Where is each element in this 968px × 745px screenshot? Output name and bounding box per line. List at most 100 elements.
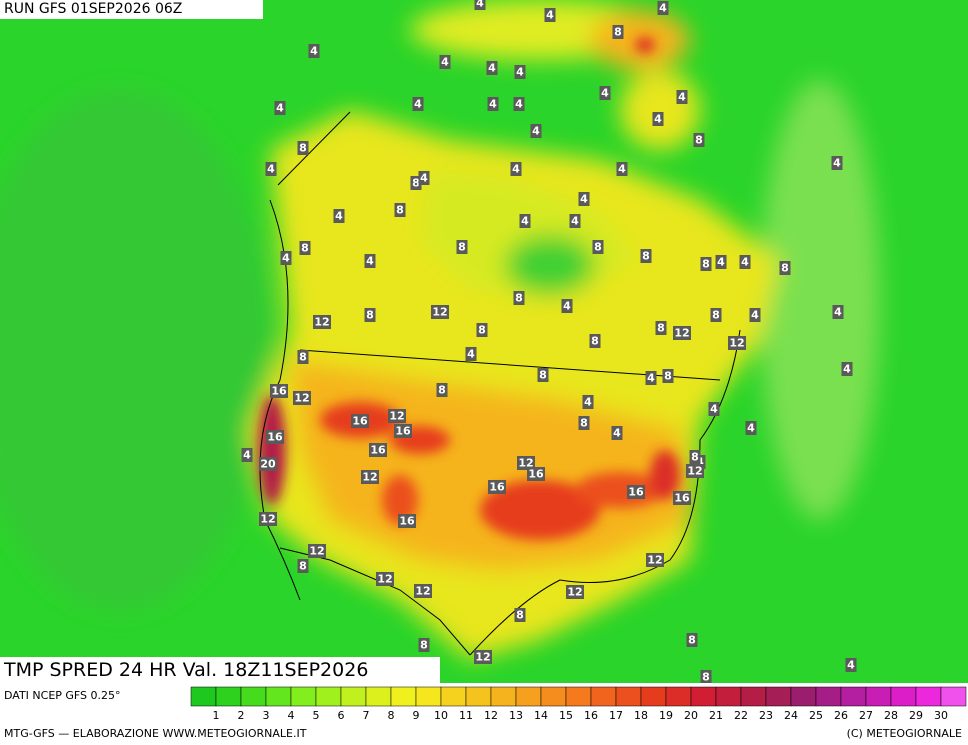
color-swatch — [440, 686, 467, 707]
contour-label: 12 — [432, 306, 447, 319]
label-box — [265, 162, 277, 176]
label-box — [686, 633, 698, 647]
label-box — [739, 255, 751, 269]
color-swatch — [615, 686, 642, 707]
contour-label: 4 — [515, 98, 523, 111]
label-box — [412, 97, 424, 111]
label-box — [299, 241, 311, 255]
label-box — [297, 350, 309, 364]
contour-label: 4 — [601, 87, 609, 100]
contour-label: 8 — [781, 262, 789, 275]
contour-label: 16 — [352, 415, 368, 428]
contour-label: 8 — [691, 451, 699, 464]
color-swatch — [665, 686, 692, 707]
colorbar: 1 2 3 4 5 6 7 8 9 10 11 12 13 14 15 16 17 18 19 20 21 22 23 24 2… — [190, 686, 967, 722]
colorbar-label: 1 — [213, 709, 220, 722]
color-swatch — [365, 686, 392, 707]
colorbar-label: 4 — [288, 709, 295, 722]
color-swatch — [590, 686, 617, 707]
color-swatch — [465, 686, 492, 707]
label-box — [398, 514, 416, 528]
color-swatch — [265, 686, 292, 707]
colorbar-label: 10 — [434, 709, 448, 722]
contour-label: 4 — [571, 215, 579, 228]
color-swatch — [415, 686, 442, 707]
contour-label: 16 — [628, 486, 644, 499]
label-box — [578, 416, 590, 430]
label-box — [266, 430, 284, 444]
label-box — [456, 240, 468, 254]
label-box — [517, 456, 535, 470]
color-swatch — [190, 686, 217, 707]
label-box — [364, 254, 376, 268]
contour-label: 8 — [366, 309, 374, 322]
label-box — [280, 251, 292, 265]
label-box — [611, 426, 623, 440]
colorbar-label: 3 — [263, 709, 270, 722]
label-box — [657, 1, 669, 15]
source: DATI NCEP GFS 0.25° — [4, 689, 121, 702]
colorbar-label: 6 — [338, 709, 345, 722]
contour-label: 4 — [467, 348, 475, 361]
label-box — [689, 450, 701, 464]
color-swatch — [240, 686, 267, 707]
label-box — [259, 457, 277, 471]
colorbar-label: 24 — [784, 709, 798, 722]
label-box — [514, 65, 526, 79]
contour-label: 12 — [294, 392, 309, 405]
contour-label: 8 — [591, 335, 599, 348]
label-box — [710, 308, 722, 322]
colorbar-label: 17 — [609, 709, 623, 722]
colorbar-label: 29 — [909, 709, 923, 722]
label-box — [582, 395, 594, 409]
label-box — [394, 424, 412, 438]
contour-label: 12 — [518, 457, 533, 470]
label-box — [646, 553, 664, 567]
contour-label: 4 — [335, 210, 343, 223]
contour-label: 4 — [833, 157, 841, 170]
contour-label: 8 — [515, 292, 523, 305]
colorbar-label: 19 — [659, 709, 673, 722]
label-box — [293, 391, 311, 405]
label-box — [308, 44, 320, 58]
contour-label: 8 — [712, 309, 720, 322]
color-swatch — [890, 686, 917, 707]
label-box — [779, 261, 791, 275]
label-box — [527, 467, 545, 481]
contour-label: 4 — [441, 56, 449, 69]
label-box — [513, 291, 525, 305]
contour-label: 4 — [659, 2, 667, 15]
colorbar-label: 5 — [313, 709, 320, 722]
color-swatch — [290, 686, 317, 707]
contour-label: 4 — [563, 300, 571, 313]
color-swatch — [215, 686, 242, 707]
contour-label: 4 — [717, 256, 725, 269]
contour-label: 16 — [271, 385, 287, 398]
label-box — [662, 369, 674, 383]
label-box — [465, 347, 477, 361]
contour-label: 8 — [642, 250, 650, 263]
label-box — [700, 257, 712, 271]
label-box — [436, 383, 448, 397]
colorbar-label: 30 — [934, 709, 948, 722]
contour-label: 4 — [654, 113, 662, 126]
label-box — [270, 384, 288, 398]
label-box — [418, 638, 430, 652]
contour-label: 8 — [301, 242, 309, 255]
contour-label: 8 — [614, 26, 622, 39]
label-box — [519, 214, 531, 228]
contour-label: 4 — [584, 396, 592, 409]
contour-label: 4 — [618, 163, 626, 176]
label-box — [627, 485, 645, 499]
colorbar-label: 9 — [413, 709, 420, 722]
label-box — [708, 402, 720, 416]
contour-label: 8 — [478, 324, 486, 337]
color-swatch — [515, 686, 542, 707]
contour-label: 4 — [580, 193, 588, 206]
colorbar-label: 13 — [509, 709, 523, 722]
label-box — [749, 308, 761, 322]
contour-label: 8 — [702, 671, 710, 684]
label-box — [640, 249, 652, 263]
contour-label: 4 — [366, 255, 374, 268]
